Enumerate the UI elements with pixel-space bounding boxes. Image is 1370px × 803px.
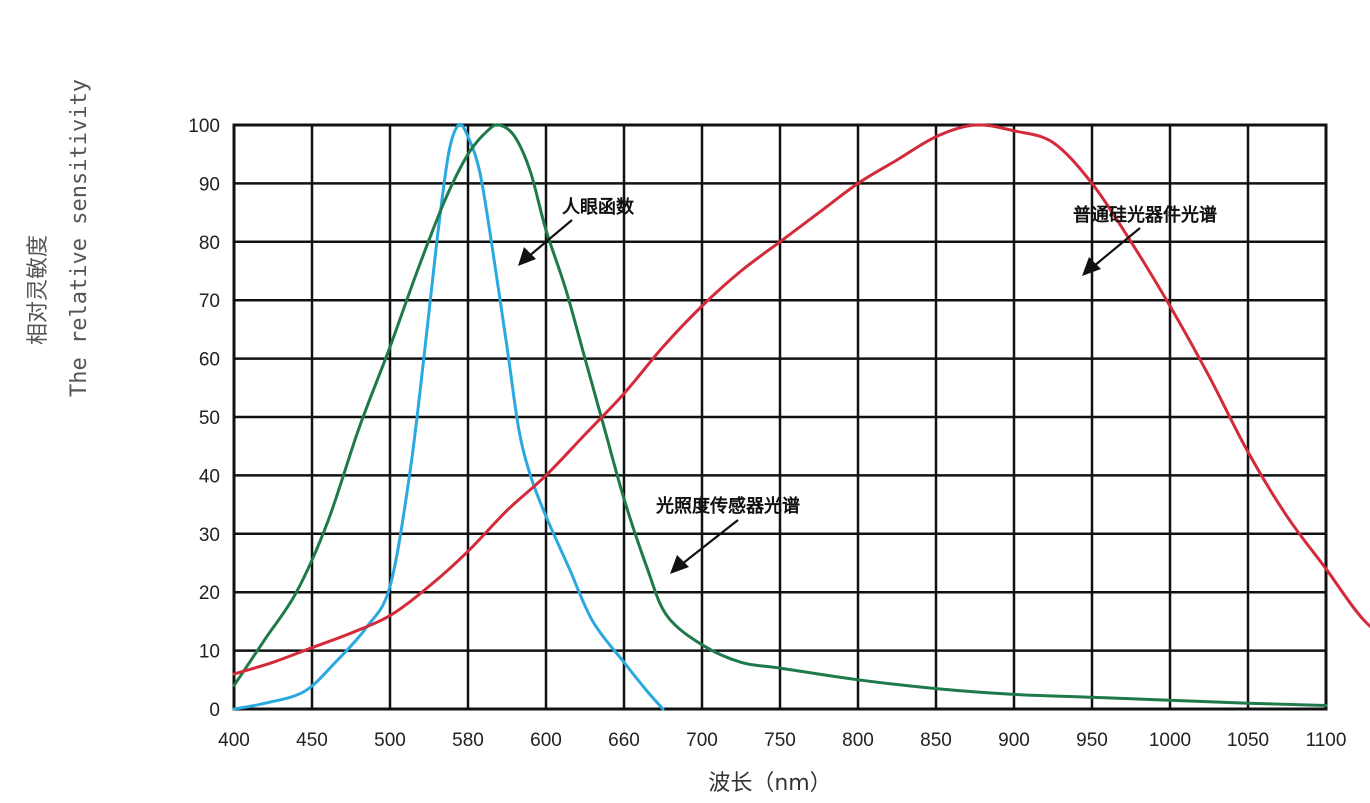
annotation-human-eye: 人眼函数 [518, 196, 635, 266]
curve-light-sensor [232, 123, 1328, 707]
x-tick-label: 1000 [1149, 730, 1191, 751]
annotation-silicon-label: 普通硅光器件光谱 [1073, 204, 1217, 226]
annotation-light-sensor-label: 光照度传感器光谱 [655, 495, 800, 517]
annotation-light-sensor-arrowhead [670, 555, 689, 574]
y-axis-label-english: The relative sensitivity [67, 79, 92, 397]
y-tick-label: 40 [199, 466, 220, 487]
y-tick-label: 50 [199, 408, 220, 429]
x-tick-label: 450 [296, 730, 328, 751]
chart-curves [232, 122, 1370, 711]
x-axis-ticks: 400 450 500 580 600 660 700 750 800 850 900 950 1000… [218, 730, 1346, 751]
annotation-light-sensor-arrow [681, 519, 739, 565]
annotation-silicon: 普通硅光器件光谱 [1073, 204, 1217, 276]
y-tick-label: 90 [199, 174, 220, 195]
x-tick-label: 500 [374, 730, 406, 751]
x-tick-label: 700 [686, 730, 718, 751]
annotation-human-eye-arrow [527, 219, 573, 258]
x-tick-label: 800 [842, 730, 874, 751]
x-tick-label: 400 [218, 730, 250, 751]
annotation-light-sensor: 光照度传感器光谱 [655, 495, 800, 574]
x-tick-label: 1100 [1306, 730, 1347, 751]
y-tick-label: 10 [199, 642, 220, 663]
x-tick-label: 580 [452, 730, 484, 751]
y-tick-label: 30 [199, 525, 220, 546]
y-tick-label: 60 [199, 350, 220, 371]
x-tick-label: 900 [998, 730, 1030, 751]
annotation-silicon-arrow [1093, 227, 1141, 267]
annotation-human-eye-arrowhead [518, 247, 536, 266]
x-tick-label: 660 [608, 730, 640, 751]
y-tick-label: 80 [199, 233, 220, 254]
y-tick-label: 70 [199, 291, 220, 312]
y-tick-label: 20 [199, 583, 220, 604]
x-tick-label: 850 [920, 730, 952, 751]
annotation-human-eye-label: 人眼函数 [562, 196, 635, 218]
x-tick-label: 750 [764, 730, 796, 751]
x-axis-label: 波长（nm） [708, 771, 831, 796]
annotation-silicon-arrowhead [1082, 257, 1101, 276]
curve-silicon [232, 123, 1370, 676]
x-tick-label: 1050 [1227, 730, 1269, 751]
x-tick-label: 600 [530, 730, 562, 751]
y-axis-label-chinese: 相对灵敏度 [26, 235, 51, 345]
y-tick-label: 0 [209, 700, 220, 721]
y-axis-ticks: 0 10 20 30 40 50 60 70 80 90 100 [188, 116, 220, 721]
x-tick-label: 950 [1076, 730, 1108, 751]
y-tick-label: 100 [188, 116, 220, 137]
